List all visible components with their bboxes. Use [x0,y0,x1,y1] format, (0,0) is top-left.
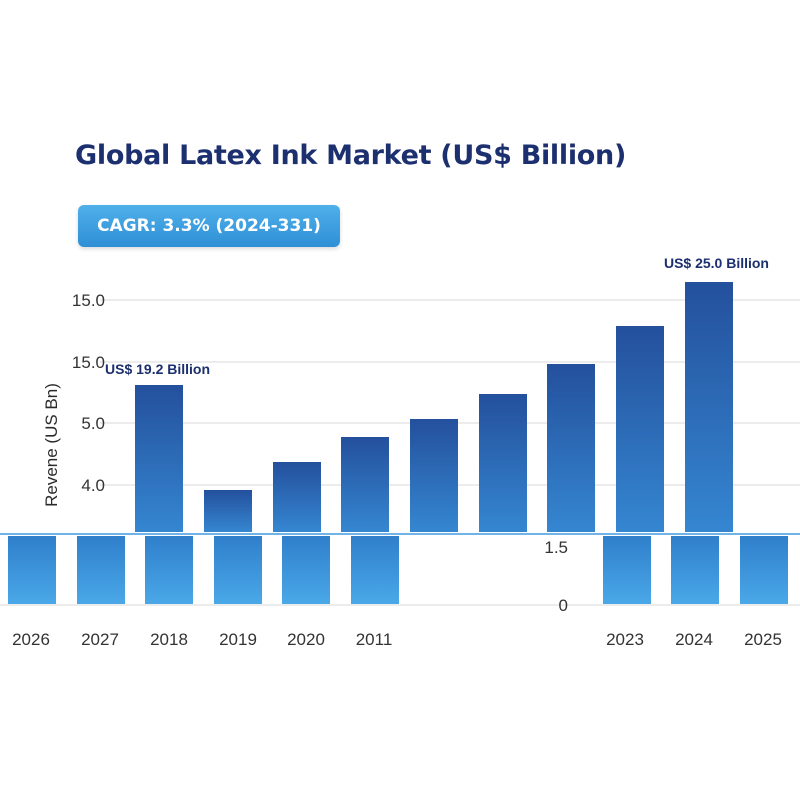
data-label: US$ 25.0 Billion [664,255,769,271]
bar-upper [135,385,183,532]
data-label: US$ 19.2 Billion [105,361,210,377]
cagr-badge: CAGR: 3.3% (2024-331) [78,205,340,247]
bar-upper [479,394,527,532]
bar-upper [685,282,733,532]
x-tick-label: 2019 [219,630,257,649]
bar-upper [410,419,458,532]
bar-upper [616,326,664,532]
chart-title: Global Latex Ink Market (US$ Billion) [75,140,627,171]
x-tick-label: 2018 [150,630,188,649]
bar-lower [214,536,262,604]
y-tick-label: 4.0 [81,476,105,495]
bar-lower [671,536,719,604]
bar-upper [204,490,252,532]
y-tick-label: 1.5 [544,538,568,557]
bar-lower [77,536,125,604]
bar-lower [603,536,651,604]
x-tick-label: 2011 [356,630,393,649]
bar-lower [351,536,399,604]
bar-upper [273,462,321,532]
y-tick-label: 15.0 [72,353,105,372]
y-tick-label: 5.0 [81,414,105,433]
x-tick-label: 2024 [675,630,713,649]
y-tick-label: 15.0 [72,291,105,310]
x-tick-label: 2023 [606,630,644,649]
x-tick-label: 2025 [744,630,782,649]
x-tick-label: 2026 [12,630,50,649]
bar-lower [740,536,788,604]
x-tick-label: 2020 [287,630,325,649]
bar-upper [547,364,595,532]
bar-lower [145,536,193,604]
y-tick-label: 0 [559,596,568,615]
bar-upper [341,437,389,532]
bar-lower [8,536,56,604]
bar-lower [282,536,330,604]
x-tick-label: 2027 [81,630,119,649]
